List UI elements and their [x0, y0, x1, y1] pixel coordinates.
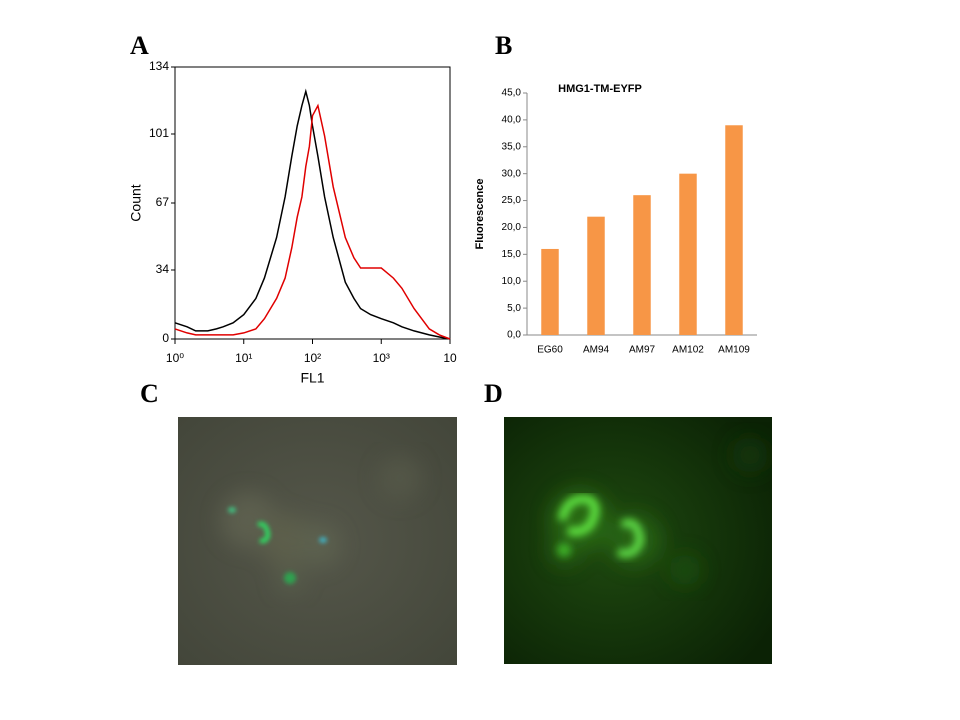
bar: [725, 125, 743, 336]
y-tick-label: 10,0: [502, 276, 522, 287]
x-tick-label: 10¹: [235, 351, 252, 365]
y-tick-label: 20,0: [502, 222, 522, 233]
bar: [541, 248, 559, 335]
x-tick-label: EG60: [537, 345, 563, 356]
y-tick-label: 40,0: [502, 115, 522, 126]
bar: [587, 216, 605, 335]
panel-label: A: [130, 31, 149, 60]
x-tick-label: 10²: [304, 351, 321, 365]
y-tick-label: 34: [156, 262, 170, 276]
y-tick-label: 0: [162, 331, 169, 345]
histogram-line: [174, 88, 451, 340]
x-tick-label: 10⁰: [166, 351, 184, 365]
y-axis-label: Count: [128, 184, 144, 221]
y-axis-label: Fluorescence: [474, 179, 486, 250]
y-tick-label: 134: [149, 59, 169, 73]
x-tick-label: AM94: [583, 345, 610, 356]
panel-label: D: [484, 379, 503, 408]
y-tick-label: 5,0: [507, 303, 521, 314]
x-tick-label: 10³: [373, 351, 390, 365]
histogram-line: [174, 103, 451, 340]
chart-title: HMG1-TM-EYFP: [558, 83, 642, 95]
micrograph-c: [178, 417, 457, 665]
bar: [679, 173, 697, 335]
panel-label: C: [140, 379, 159, 408]
y-tick-label: 0,0: [507, 330, 521, 341]
x-tick-label: AM109: [718, 345, 750, 356]
y-tick-label: 67: [156, 195, 170, 209]
x-axis-label: FL1: [300, 370, 324, 386]
y-tick-label: 101: [149, 126, 169, 140]
x-tick-label: AM102: [672, 345, 704, 356]
y-tick-label: 25,0: [502, 195, 522, 206]
micrograph-d: [504, 417, 772, 664]
panel-label: B: [495, 31, 512, 60]
y-tick-label: 15,0: [502, 249, 522, 260]
bar: [633, 195, 651, 335]
x-tick-label: 10: [443, 351, 457, 365]
plot-frame: [174, 66, 451, 340]
y-tick-label: 30,0: [502, 168, 522, 179]
x-tick-label: AM97: [629, 345, 656, 356]
y-tick-label: 45,0: [502, 88, 522, 99]
y-tick-label: 35,0: [502, 141, 522, 152]
